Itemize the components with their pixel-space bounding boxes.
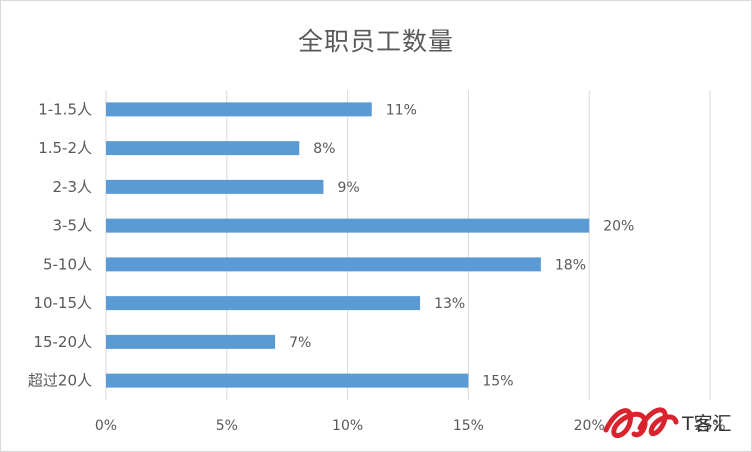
bar <box>106 218 590 233</box>
bar <box>106 257 541 272</box>
gridlines <box>105 90 711 400</box>
bars <box>106 102 590 388</box>
data-label: 9% <box>337 180 359 196</box>
x-tick-label: 10% <box>332 418 363 434</box>
bar <box>106 296 421 311</box>
bar <box>106 179 324 194</box>
category-label: 超过20人 <box>28 372 92 390</box>
data-label: 8% <box>313 141 335 157</box>
x-tick-label: 25% <box>694 418 725 434</box>
bar <box>106 102 372 117</box>
category-label: 5-10人 <box>43 255 92 273</box>
x-tick-label: 15% <box>453 418 484 434</box>
category-label: 1.5-2人 <box>38 139 92 157</box>
x-tick-label: 5% <box>216 418 238 434</box>
category-label: 2-3人 <box>53 178 93 196</box>
watermark-logo: T客汇 <box>603 407 732 439</box>
data-label: 7% <box>289 335 311 351</box>
category-label: 10-15人 <box>33 294 92 312</box>
data-label: 15% <box>482 374 513 390</box>
category-label: 3-5人 <box>53 217 93 235</box>
data-label: 11% <box>386 102 417 118</box>
bar <box>106 334 276 349</box>
bar <box>106 141 300 156</box>
data-label: 20% <box>603 219 634 235</box>
chart-title: 全职员工数量 <box>297 27 454 56</box>
data-label: 13% <box>434 296 465 312</box>
x-tick-label: 0% <box>95 418 117 434</box>
x-tick-label: 20% <box>574 418 605 434</box>
labels: 0% 5% 10% 15% 20% 25% 1-1.5人 11% 1.5-2人 8% 2-3人 9% 3… <box>28 100 726 434</box>
category-label: 1-1.5人 <box>38 100 92 118</box>
svg-text:T客汇: T客汇 <box>681 413 732 435</box>
category-label: 15-20人 <box>33 333 92 351</box>
bar <box>106 373 469 388</box>
data-label: 18% <box>555 257 586 273</box>
